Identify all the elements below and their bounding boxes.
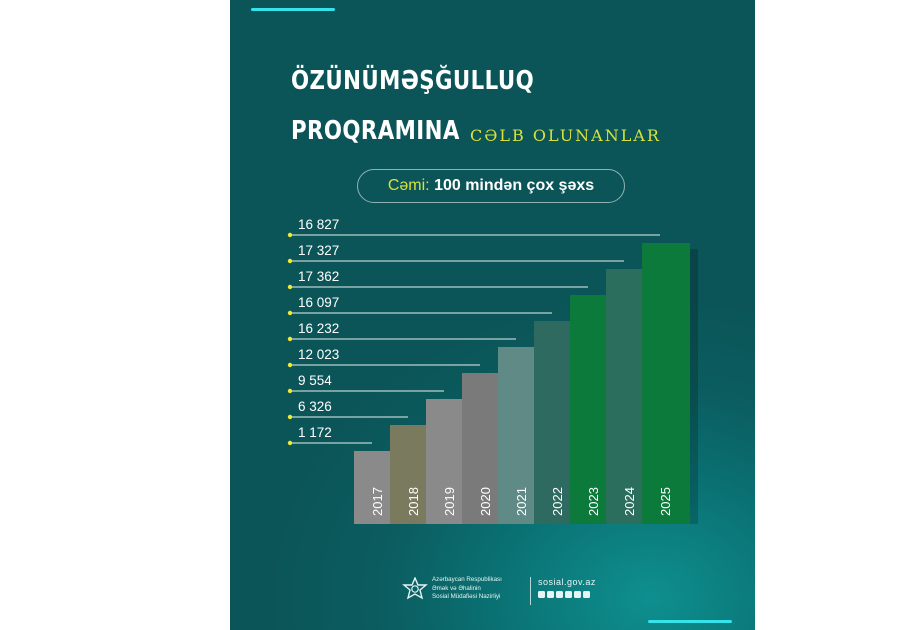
footer: Azərbaycan Respublikası Əmək və Əhalinin… <box>402 575 595 607</box>
ministry-name: Azərbaycan Respublikası Əmək və Əhalinin… <box>432 576 502 600</box>
tick-label-2021: 2021 <box>514 487 529 516</box>
title-line-2: PROQRAMINA <box>291 116 460 146</box>
infographic-poster: ÖZÜNÜMƏŞĞULLUQ PROQRAMINA CƏLB OLUNANLAR… <box>230 0 755 630</box>
data-label-2021: 16 232 <box>298 321 339 336</box>
telegram-icon[interactable] <box>556 591 563 598</box>
tick-label-2019: 2019 <box>442 487 457 516</box>
leader-dot-2024 <box>287 258 293 264</box>
data-label-2020: 12 023 <box>298 347 339 362</box>
social-links <box>538 591 590 598</box>
footer-separator <box>530 577 531 605</box>
tick-label-2025: 2025 <box>658 487 673 516</box>
data-label-2019: 9 554 <box>298 373 332 388</box>
leader-dot-2025 <box>287 232 293 238</box>
subtitle: CƏLB OLUNANLAR <box>470 126 661 145</box>
data-label-2017: 1 172 <box>298 425 332 440</box>
tick-label-2017: 2017 <box>370 487 385 516</box>
facebook-icon[interactable] <box>538 591 545 598</box>
data-label-2018: 6 326 <box>298 399 332 414</box>
bar-chart: 2017 2018 2019 2020 2021 2022 2023 2024 2025 16 8… <box>287 217 698 524</box>
tick-label-2023: 2023 <box>586 487 601 516</box>
tick-label-2020: 2020 <box>478 487 493 516</box>
leader-dot-2023 <box>287 284 293 290</box>
linkedin-icon[interactable] <box>583 591 590 598</box>
leader-dot-2017 <box>287 440 293 446</box>
youtube-icon[interactable] <box>574 591 581 598</box>
bar-shadow <box>690 249 698 524</box>
instagram-icon[interactable] <box>547 591 554 598</box>
total-value: 100 mindən çox şəxs <box>434 177 595 194</box>
bottom-accent-line <box>648 620 732 623</box>
leader-dot-2022 <box>287 310 293 316</box>
tick-label-2024: 2024 <box>622 487 637 516</box>
data-label-2024: 17 327 <box>298 243 339 258</box>
leader-dot-2020 <box>287 362 293 368</box>
website-link[interactable]: sosial.gov.az <box>538 577 596 587</box>
data-label-2022: 16 097 <box>298 295 339 310</box>
leader-dot-2019 <box>287 388 293 394</box>
ministry-logo-icon <box>402 577 428 600</box>
leader-dot-2018 <box>287 414 293 420</box>
top-accent-line <box>251 8 335 11</box>
tick-label-2018: 2018 <box>406 487 421 516</box>
tick-label-2022: 2022 <box>550 487 565 516</box>
total-pill: Cəmi: 100 mindən çox şəxs <box>357 169 625 203</box>
data-label-2025: 16 827 <box>298 217 339 232</box>
data-label-2023: 17 362 <box>298 269 339 284</box>
total-label: Cəmi: <box>387 177 430 194</box>
tiktok-icon[interactable] <box>565 591 572 598</box>
leader-dot-2021 <box>287 336 293 342</box>
title-line-1: ÖZÜNÜMƏŞĞULLUQ <box>291 66 535 96</box>
bar-2025 <box>642 243 690 524</box>
